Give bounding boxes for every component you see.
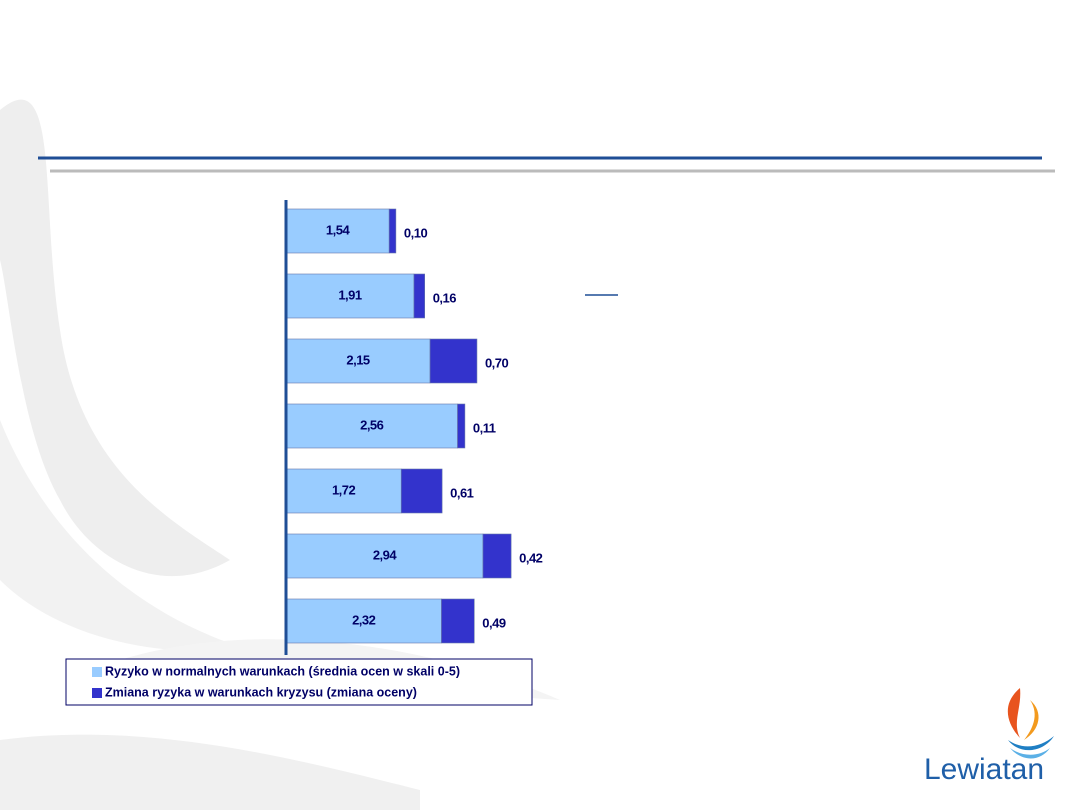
logo-text: Lewiatan: [924, 753, 1044, 786]
bar: [285, 403, 458, 449]
bar: [457, 403, 466, 449]
data-label: 1,72: [332, 482, 356, 497]
bar: [388, 208, 397, 254]
data-label: 0,10: [404, 225, 428, 240]
legend-box: [65, 658, 533, 706]
bar: [285, 273, 415, 319]
data-label: 0,70: [485, 355, 509, 370]
legend-swatch: [92, 667, 102, 677]
data-label: 0,61: [450, 485, 474, 500]
data-label: 2,94: [373, 547, 398, 562]
bar: [400, 468, 443, 514]
data-label: 2,32: [352, 612, 376, 627]
data-label: 2,56: [360, 417, 384, 432]
bar: [429, 338, 478, 384]
data-label: 1,91: [338, 287, 362, 302]
data-label: 0,49: [482, 615, 506, 630]
bar: [441, 598, 475, 644]
legend-swatch: [92, 688, 102, 698]
bar: [482, 533, 512, 579]
data-label: 1,54: [326, 222, 351, 237]
legend-label: Ryzyko w normalnych warunkach (średnia o…: [105, 664, 460, 678]
legend-label: Zmiana ryzyka w warunkach kryzysu (zmian…: [105, 685, 417, 699]
bar: [285, 533, 484, 579]
bar: [413, 273, 425, 319]
logo: Lewiatan: [924, 688, 1054, 786]
bar: [285, 598, 442, 644]
data-label: 0,42: [519, 550, 543, 565]
bar: [285, 468, 402, 514]
data-label: 0,16: [433, 290, 457, 305]
data-label: 2,15: [346, 352, 370, 367]
data-label: 0,11: [473, 420, 496, 435]
